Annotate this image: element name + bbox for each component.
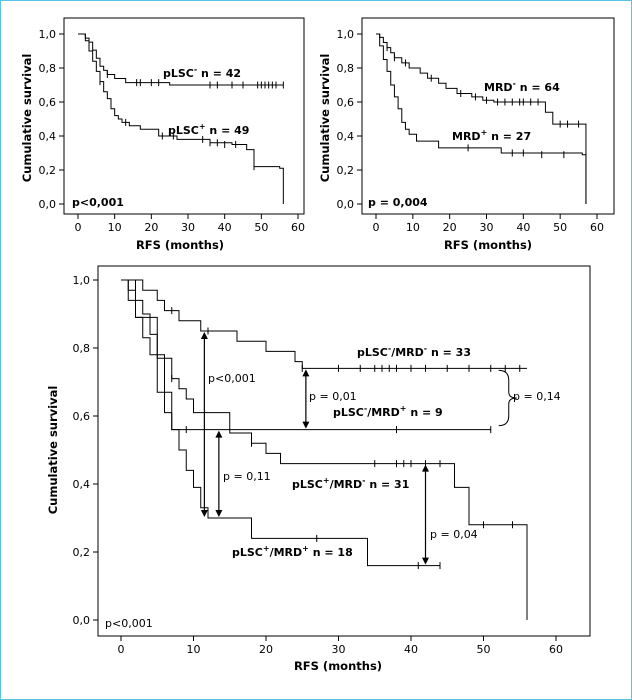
x-tick-label: 20 bbox=[443, 221, 457, 234]
x-tick-label: 10 bbox=[406, 221, 420, 234]
x-axis-label: RFS (months) bbox=[136, 238, 224, 252]
plot-area bbox=[63, 17, 305, 215]
series-label-1: MRD- n = 64 bbox=[484, 79, 560, 94]
comparison-brace bbox=[498, 369, 517, 427]
p-value-label: p<0,001 bbox=[72, 196, 124, 209]
y-tick-label: 0,4 bbox=[73, 478, 91, 491]
x-tick-label: 60 bbox=[549, 643, 563, 656]
y-tick-label: 0,2 bbox=[73, 546, 91, 559]
p-value-label: p = 0,004 bbox=[368, 196, 428, 209]
y-axis-label: Cumulative survival bbox=[46, 386, 60, 515]
x-tick-label: 30 bbox=[181, 221, 195, 234]
x-axis-label: RFS (months) bbox=[294, 659, 382, 673]
y-tick-label: 0,6 bbox=[337, 96, 355, 109]
chart-panel-2: 0 10 20 30 40 50 60 0,0 0,2 0,4 0,6 0,8 1,0 RFS (mont… bbox=[318, 17, 615, 252]
x-tick-label: 40 bbox=[218, 221, 232, 234]
plot-area bbox=[97, 265, 591, 637]
arrow-head-up bbox=[422, 464, 429, 472]
y-axis-label: Cumulative survival bbox=[20, 54, 34, 183]
y-tick-label: 0,0 bbox=[39, 198, 57, 211]
plot-area bbox=[361, 17, 615, 215]
comparison-p-label: p = 0,04 bbox=[430, 528, 478, 541]
arrow-head-up bbox=[200, 332, 208, 339]
x-tick-label: 60 bbox=[291, 221, 305, 234]
x-tick-label: 20 bbox=[144, 221, 158, 234]
x-tick-label: 50 bbox=[254, 221, 268, 234]
y-tick-label: 1,0 bbox=[73, 274, 91, 287]
x-tick-label: 40 bbox=[404, 643, 418, 656]
survival-curve-2 bbox=[376, 33, 587, 204]
comparison-p-label: p = 0,14 bbox=[513, 390, 561, 403]
y-tick-label: 0,6 bbox=[73, 410, 91, 423]
x-tick-label: 30 bbox=[332, 643, 346, 656]
series-label-3: pLSC+/MRD- n = 31 bbox=[292, 476, 409, 491]
x-tick-label: 10 bbox=[187, 643, 201, 656]
comparison-p-label: p = 0,11 bbox=[223, 470, 271, 483]
series-label-4: pLSC+/MRD+ n = 18 bbox=[232, 544, 353, 559]
chart-panel-1: 0 10 20 30 40 50 60 0,0 0,2 0,4 0,6 0,8 1,0 RFS (mont… bbox=[20, 17, 305, 252]
x-tick-label: 30 bbox=[480, 221, 494, 234]
survival-curve-2 bbox=[78, 33, 284, 204]
y-tick-label: 0,4 bbox=[39, 130, 57, 143]
comparison-p-label: p<0,001 bbox=[208, 372, 256, 385]
x-tick-label: 0 bbox=[75, 221, 82, 234]
x-tick-label: 60 bbox=[590, 221, 604, 234]
y-tick-label: 0,0 bbox=[73, 614, 91, 627]
chart-panel-3: 0 10 20 30 40 50 60 0,0 0,2 0,4 0,6 0,8 1,0 RFS (mont… bbox=[46, 265, 591, 673]
series-label-2: MRD+ n = 27 bbox=[452, 128, 531, 143]
y-tick-label: 0,0 bbox=[337, 198, 355, 211]
arrow-head-down bbox=[215, 510, 223, 517]
arrow-head-up bbox=[215, 430, 223, 438]
series-label-1: pLSC-/MRD- n = 33 bbox=[357, 344, 471, 359]
arrow-head-down bbox=[302, 421, 310, 429]
y-tick-label: 0,8 bbox=[73, 342, 91, 355]
y-axis-label: Cumulative survival bbox=[318, 54, 332, 183]
survival-curve-1 bbox=[78, 33, 284, 86]
x-tick-label: 0 bbox=[373, 221, 380, 234]
y-tick-label: 0,2 bbox=[337, 164, 355, 177]
p-value-label: p<0,001 bbox=[105, 617, 153, 630]
y-tick-label: 1,0 bbox=[39, 28, 57, 41]
series-label-1: pLSC- n = 42 bbox=[163, 65, 241, 80]
survival-curve-1 bbox=[121, 279, 527, 369]
survival-curve-4 bbox=[121, 279, 440, 567]
survival-curve-1 bbox=[376, 33, 587, 204]
series-label-2: pLSC+ n = 49 bbox=[168, 122, 249, 137]
x-tick-label: 10 bbox=[108, 221, 122, 234]
y-tick-label: 0,8 bbox=[39, 62, 57, 75]
arrow-head-down bbox=[422, 557, 429, 565]
arrow-head-up bbox=[302, 369, 310, 377]
x-tick-label: 40 bbox=[516, 221, 530, 234]
y-tick-label: 0,6 bbox=[39, 96, 57, 109]
x-tick-label: 50 bbox=[477, 643, 491, 656]
arrow-head-down bbox=[200, 510, 208, 517]
x-tick-label: 20 bbox=[259, 643, 273, 656]
x-axis-label: RFS (months) bbox=[444, 238, 532, 252]
x-tick-label: 0 bbox=[118, 643, 125, 656]
series-label-2: pLSC-/MRD+ n = 9 bbox=[333, 404, 443, 419]
y-tick-label: 0,4 bbox=[337, 130, 355, 143]
comparison-p-label: p = 0,01 bbox=[309, 390, 357, 403]
survival-curve-3 bbox=[121, 279, 528, 620]
x-tick-label: 50 bbox=[553, 221, 567, 234]
y-tick-label: 0,2 bbox=[39, 164, 57, 177]
y-tick-label: 1,0 bbox=[337, 28, 355, 41]
y-tick-label: 0,8 bbox=[337, 62, 355, 75]
